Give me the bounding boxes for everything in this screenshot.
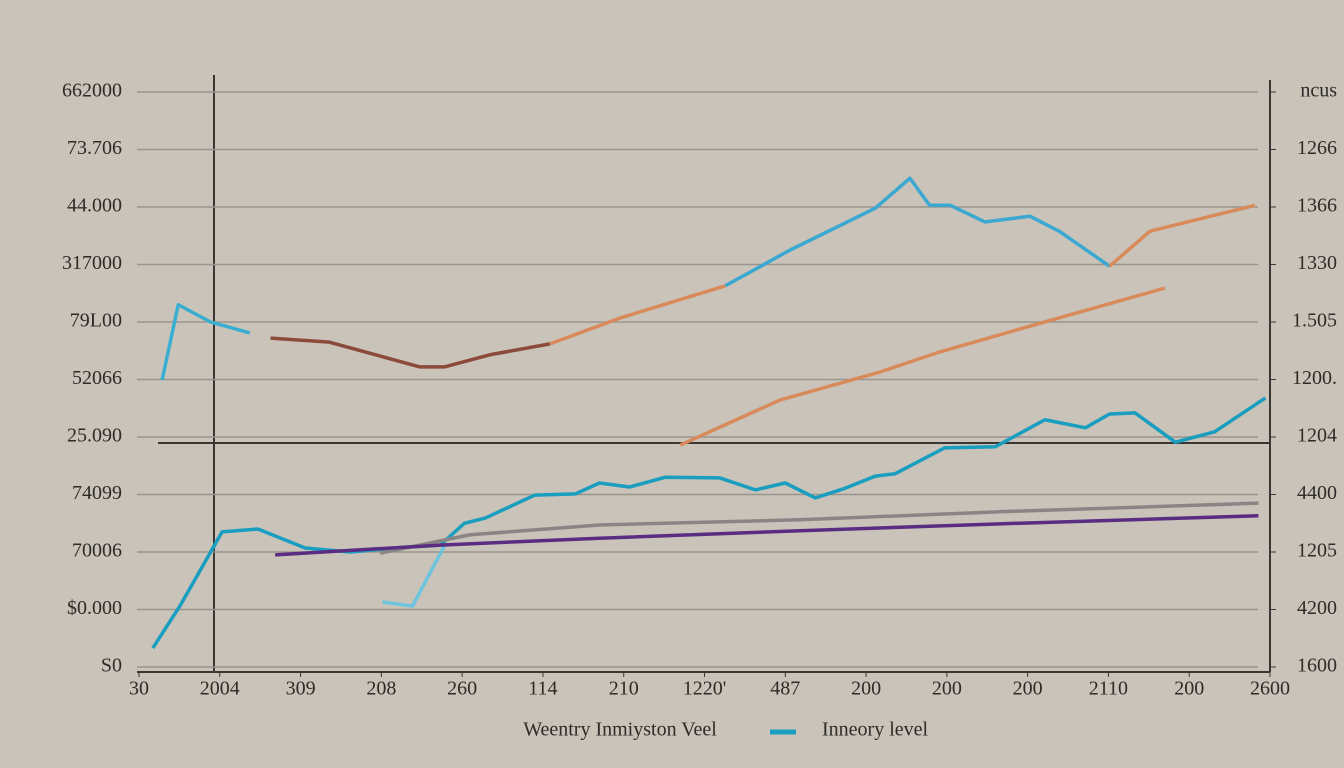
y2-tick-label: 1330 xyxy=(1297,252,1337,274)
y-tick-label: $0.000 xyxy=(67,597,122,619)
x-tick-label: 260 xyxy=(447,678,477,700)
x-tick-label: 2110 xyxy=(1089,678,1128,700)
x-tick-label: 200 xyxy=(932,678,962,700)
legend-label: Inneory level xyxy=(822,719,929,741)
x-tick-label: 30 xyxy=(129,678,149,700)
y-tick-label: 52066 xyxy=(72,367,122,389)
series-line xyxy=(270,336,551,369)
x-axis-label: Weentry Inmiyston Veel xyxy=(523,719,717,741)
y-tick-label: 73.706 xyxy=(67,137,122,159)
y-tick-label: 317000 xyxy=(62,252,122,274)
series-line xyxy=(679,286,1166,447)
y2-tick-label: 1200. xyxy=(1292,367,1337,389)
y-tick-label: 79L00 xyxy=(70,310,122,332)
y2-tick-label: 1204 xyxy=(1297,425,1337,447)
y2-tick-label: ncus xyxy=(1300,80,1337,102)
y-tick-label: 70006 xyxy=(72,540,122,562)
y2-tick-label: 1.505 xyxy=(1292,310,1337,332)
x-tick-label: 1220' xyxy=(683,678,727,700)
x-tick-label: 200 xyxy=(1013,678,1043,700)
x-tick-label: 114 xyxy=(528,678,557,700)
series-line xyxy=(1108,203,1256,268)
y2-tick-label: 4400 xyxy=(1297,482,1337,504)
series-line xyxy=(549,284,726,346)
x-tick-label: 200 xyxy=(851,678,881,700)
y-tick-label: 44.000 xyxy=(67,195,122,217)
x-tick-label: 2600 xyxy=(1250,678,1290,700)
x-tick-label: 200 xyxy=(1174,678,1204,700)
x-tick-label: 309 xyxy=(286,678,316,700)
series-line xyxy=(275,514,1259,557)
x-tick-label: 210 xyxy=(609,678,639,700)
y-tick-label: 25.090 xyxy=(67,425,122,447)
x-tick-label: 487 xyxy=(770,678,800,700)
y-tick-label: 662000 xyxy=(62,80,122,102)
y2-tick-label: 1266 xyxy=(1297,137,1337,159)
series-line xyxy=(379,501,1259,555)
series-line xyxy=(724,176,1111,288)
series-line xyxy=(160,303,251,381)
series-line xyxy=(382,544,447,608)
x-tick-label: 2004 xyxy=(200,678,240,700)
y2-tick-label: 1600 xyxy=(1297,655,1337,677)
y2-tick-label: 4200 xyxy=(1297,597,1337,619)
y-tick-label: S0 xyxy=(101,655,122,677)
y-tick-label: 74099 xyxy=(72,482,122,504)
x-tick-label: 208 xyxy=(366,678,396,700)
y2-tick-label: 1205 xyxy=(1297,540,1337,562)
y2-tick-label: 1366 xyxy=(1297,195,1337,217)
